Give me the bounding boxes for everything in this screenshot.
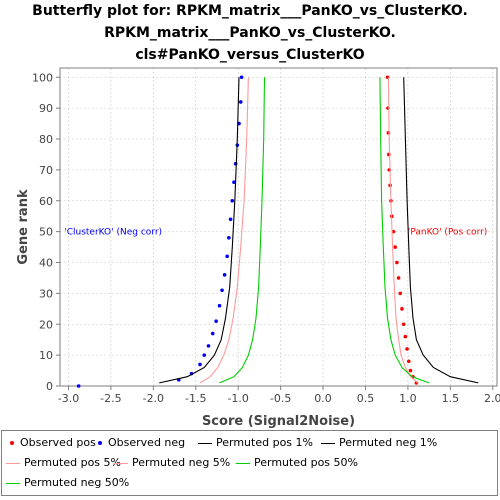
series-line-permuted-neg-50- <box>219 77 266 384</box>
series-line-permuted-pos-5- <box>387 77 419 384</box>
y-axis-label: Gene rank <box>16 189 31 265</box>
point-observed-pos <box>400 307 404 311</box>
point-observed-neg <box>239 75 244 80</box>
point-observed-pos <box>406 359 411 364</box>
legend-label-permuted-pos-1-: Permuted pos 1% <box>216 436 313 449</box>
chart-title-line-3: cls#PanKO_versus_ClusterKO <box>135 47 365 63</box>
point-observed-pos <box>393 245 397 249</box>
legend-marker-permuted-neg-50- <box>6 482 20 484</box>
point-observed-neg <box>220 288 224 293</box>
point-observed-neg <box>202 353 207 357</box>
legend-item-permuted-neg-5-: Permuted neg 5% <box>114 456 230 470</box>
legend-label-observed-pos: Observed pos <box>20 436 96 449</box>
x-tick-label: -1.5 <box>185 392 206 405</box>
point-observed-neg <box>238 100 243 104</box>
legend-marker-permuted-pos-50- <box>236 462 250 464</box>
annotation-0: 'ClusterKO' (Neg corr) <box>64 228 162 238</box>
point-observed-neg <box>217 303 222 308</box>
legend-item-permuted-neg-50-: Permuted neg 50% <box>6 476 129 490</box>
legend-marker-permuted-neg-1- <box>321 442 335 444</box>
point-observed-neg <box>232 180 236 185</box>
y-tick-label: 40 <box>39 257 53 270</box>
legend-item-permuted-pos-50-: Permuted pos 50% <box>236 456 358 470</box>
legend-marker-permuted-pos-1- <box>198 442 212 444</box>
x-tick-label: -2.0 <box>143 392 164 405</box>
y-tick-label: 0 <box>46 380 53 393</box>
point-observed-neg <box>230 198 235 203</box>
plot-area: -3.0 -2.5 -2.0 -1.5 -1.0 -0.5 0.0 0.5 1.0 1.5 2.0 0… <box>16 67 500 429</box>
point-observed-neg <box>206 344 211 348</box>
series-line-permuted-pos-1- <box>403 77 479 384</box>
chart-title-line-1: Butterfly plot for: RPKM_matrix___PanKO_… <box>32 3 468 19</box>
x-tick-label: 0.5 <box>357 392 375 405</box>
legend-item-permuted-neg-1-: Permuted neg 1% <box>321 436 437 450</box>
y-tick-label: 50 <box>39 226 53 239</box>
point-observed-neg <box>228 217 233 222</box>
legend-marker-observed-neg <box>98 441 102 445</box>
series-line-permuted-pos-50- <box>379 77 430 384</box>
legend-item-permuted-pos-5-: Permuted pos 5% <box>6 456 121 470</box>
legend-marker-observed-pos <box>10 441 14 445</box>
legend-item-observed-pos: Observed pos <box>6 436 96 450</box>
legend-label-permuted-neg-1-: Permuted neg 1% <box>339 436 438 449</box>
y-tick-label: 20 <box>39 318 53 331</box>
y-tick-label: 30 <box>39 287 53 300</box>
x-axis-label: Score (Signal2Noise) <box>202 414 355 429</box>
point-observed-neg <box>227 236 231 240</box>
x-tick-label: -1.0 <box>227 392 248 405</box>
x-tick-label: 1.0 <box>399 392 417 405</box>
point-observed-neg <box>214 319 218 323</box>
chart-title-line-2: RPKM_matrix___PanKO_vs_ClusterKO. <box>104 25 396 41</box>
x-tick-label: -2.5 <box>100 392 121 405</box>
point-observed-pos <box>396 276 401 280</box>
x-tick-label: -3.0 <box>58 392 79 405</box>
series-line-permuted-neg-1- <box>159 77 240 384</box>
legend-label-observed-neg: Observed neg <box>108 436 186 449</box>
legend-marker-permuted-neg-5- <box>114 462 128 464</box>
legend-label-permuted-pos-50-: Permuted pos 50% <box>254 456 358 469</box>
axes-frame <box>59 67 498 387</box>
y-tick-label: 80 <box>39 133 53 146</box>
point-observed-neg <box>76 384 81 388</box>
point-observed-neg <box>233 161 238 166</box>
legend-item-permuted-pos-1-: Permuted pos 1% <box>198 436 313 450</box>
point-observed-neg <box>210 331 215 336</box>
x-tick-label: -0.5 <box>270 392 291 405</box>
x-tick-label: 2.0 <box>484 392 500 405</box>
legend-label-permuted-pos-5-: Permuted pos 5% <box>24 456 121 469</box>
series-line-permuted-neg-5- <box>199 77 249 384</box>
y-tick-label: 100 <box>32 71 53 84</box>
legend-label-permuted-neg-50-: Permuted neg 50% <box>24 476 130 489</box>
x-tick-label: 0.0 <box>314 392 332 405</box>
annotation-1: 'PanKO' (Pos corr) <box>408 228 487 238</box>
y-tick-label: 60 <box>39 195 53 208</box>
y-tick-label: 90 <box>39 102 53 115</box>
point-observed-neg <box>198 362 202 367</box>
plot-background <box>60 68 497 386</box>
point-observed-neg <box>225 254 229 259</box>
point-observed-pos <box>401 322 406 327</box>
legend-marker-permuted-pos-5- <box>6 462 20 464</box>
legend-label-permuted-neg-5-: Permuted neg 5% <box>132 456 231 469</box>
point-observed-pos <box>408 368 413 373</box>
point-observed-neg <box>222 273 227 277</box>
point-observed-pos <box>398 291 403 296</box>
y-tick-label: 10 <box>39 349 53 362</box>
legend: Observed pos Observed neg Permuted pos 1% P… <box>1 430 498 496</box>
point-observed-pos <box>395 260 399 265</box>
point-observed-pos <box>403 334 408 339</box>
y-tick-label: 70 <box>39 164 53 177</box>
legend-item-observed-neg: Observed neg <box>94 436 185 450</box>
x-tick-label: 1.5 <box>442 392 460 405</box>
point-observed-pos <box>405 347 409 351</box>
